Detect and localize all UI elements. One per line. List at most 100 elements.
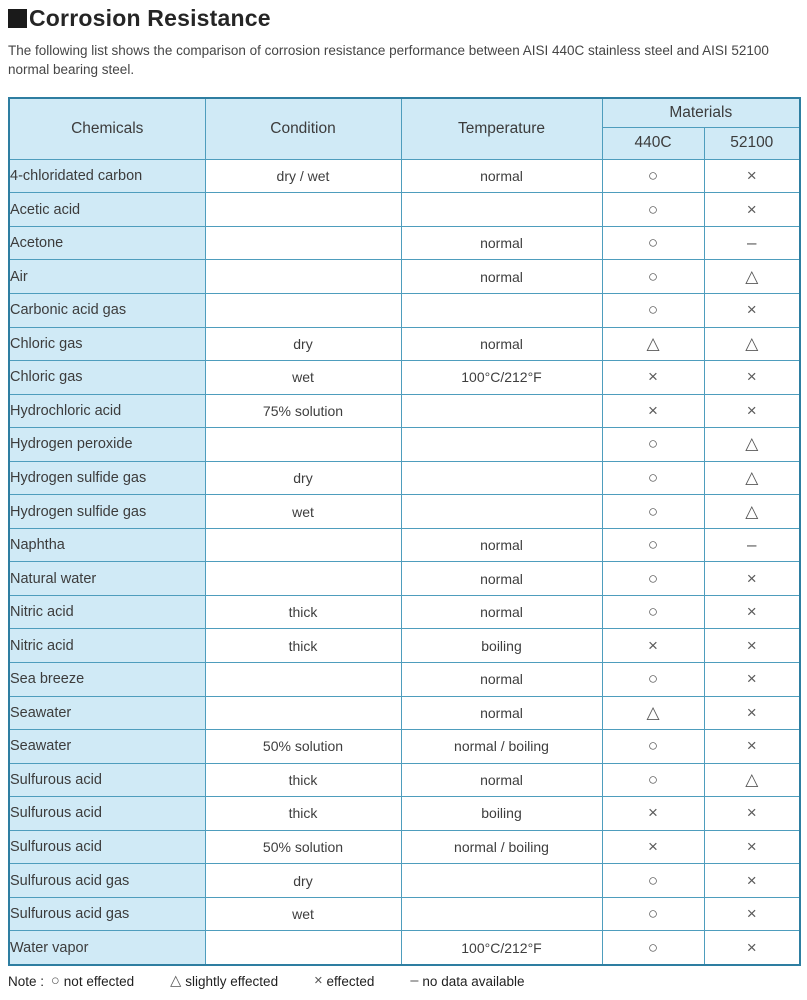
cell-rating-440c: × (601, 829, 705, 865)
cell-chemical: Hydrochloric acid (8, 393, 206, 429)
page-title-row: Corrosion Resistance (8, 5, 799, 32)
cell-chemical: 4-chloridated carbon (8, 158, 206, 194)
table-row: Acetic acid ○ × (8, 192, 801, 227)
cell-chemical: Nitric acid (8, 628, 206, 664)
cell-rating-52100: △ (703, 326, 801, 362)
cell-condition (204, 662, 402, 697)
cell-condition (204, 527, 402, 563)
note-item: – no data available (410, 973, 524, 989)
cell-rating-440c: × (601, 628, 705, 664)
cell-rating-52100: × (703, 628, 801, 664)
cell-chemical: Sulfurous acid (8, 796, 206, 831)
cell-chemical: Nitric acid (8, 594, 206, 630)
legend-symbol-icon: × (314, 973, 323, 990)
table-row: Sulfurous acid 50% solution normal / boili… (8, 829, 801, 865)
cell-rating-52100: × (703, 561, 801, 596)
cell-temperature: normal (400, 662, 603, 697)
cell-condition (204, 293, 402, 328)
cell-condition (204, 225, 402, 261)
legend-text: effected (326, 973, 375, 989)
cell-rating-440c: ○ (601, 460, 705, 496)
cell-temperature: normal (400, 762, 603, 798)
cell-rating-52100: × (703, 829, 801, 865)
cell-condition: 50% solution (204, 729, 402, 764)
table-row: 4-chloridated carbon dry / wet normal ○ × (8, 158, 801, 194)
cell-rating-440c: ○ (601, 561, 705, 596)
cell-chemical: Air (8, 259, 206, 294)
cell-rating-440c: ○ (601, 896, 705, 932)
table-row: Natural water normal ○ × (8, 561, 801, 596)
cell-condition: wet (204, 494, 402, 529)
cell-temperature: normal (400, 561, 603, 596)
cell-temperature (400, 192, 603, 227)
cell-rating-440c: × (601, 360, 705, 395)
cell-rating-52100: △ (703, 494, 801, 529)
note-item: ○ not effected (51, 973, 134, 989)
cell-chemical: Hydrogen sulfide gas (8, 460, 206, 496)
cell-condition: dry (204, 863, 402, 898)
cell-rating-52100: – (703, 527, 801, 563)
cell-rating-440c: ○ (601, 729, 705, 764)
cell-condition (204, 259, 402, 294)
table-row: Hydrogen sulfide gas wet ○ △ (8, 494, 801, 529)
cell-temperature (400, 896, 603, 932)
cell-temperature: normal (400, 527, 603, 563)
cell-condition (204, 695, 402, 731)
cell-condition (204, 427, 402, 462)
cell-chemical: Chloric gas (8, 360, 206, 395)
cell-chemical: Seawater (8, 729, 206, 764)
cell-temperature (400, 427, 603, 462)
table-row: Nitric acid thick boiling × × (8, 628, 801, 664)
cell-temperature: normal (400, 326, 603, 362)
table-row: Chloric gas wet 100°C/212°F × × (8, 360, 801, 395)
cell-temperature: normal / boiling (400, 829, 603, 865)
cell-rating-52100: × (703, 930, 801, 966)
cell-rating-440c: ○ (601, 259, 705, 294)
cell-chemical: Water vapor (8, 930, 206, 966)
cell-condition (204, 561, 402, 596)
cell-rating-52100: △ (703, 460, 801, 496)
cell-chemical: Seawater (8, 695, 206, 731)
cell-condition (204, 192, 402, 227)
cell-rating-440c: ○ (601, 158, 705, 194)
cell-temperature (400, 393, 603, 429)
legend-symbol-icon: △ (170, 973, 182, 990)
table-row: Hydrogen peroxide ○ △ (8, 427, 801, 462)
header-material-52100: 52100 (703, 126, 801, 160)
cell-rating-52100: × (703, 192, 801, 227)
cell-rating-440c: × (601, 393, 705, 429)
cell-rating-52100: × (703, 594, 801, 630)
cell-rating-52100: × (703, 896, 801, 932)
cell-condition: dry (204, 326, 402, 362)
cell-chemical: Carbonic acid gas (8, 293, 206, 328)
cell-rating-52100: × (703, 158, 801, 194)
table-row: Acetone normal ○ – (8, 225, 801, 261)
cell-rating-440c: ○ (601, 225, 705, 261)
cell-rating-440c: △ (601, 326, 705, 362)
cell-temperature (400, 494, 603, 529)
cell-temperature: boiling (400, 628, 603, 664)
cell-rating-52100: × (703, 796, 801, 831)
header-materials: Materials (601, 97, 801, 128)
cell-rating-440c: ○ (601, 427, 705, 462)
cell-condition: thick (204, 762, 402, 798)
cell-temperature: normal (400, 158, 603, 194)
cell-rating-52100: × (703, 293, 801, 328)
cell-rating-440c: ○ (601, 594, 705, 630)
legend-symbol-icon: – (410, 973, 419, 990)
cell-rating-52100: × (703, 393, 801, 429)
table-row: Sea breeze normal ○ × (8, 662, 801, 697)
table-row: Water vapor 100°C/212°F ○ × (8, 930, 801, 966)
cell-rating-440c: ○ (601, 662, 705, 697)
cell-temperature: boiling (400, 796, 603, 831)
cell-temperature: normal (400, 594, 603, 630)
cell-rating-440c: ○ (601, 494, 705, 529)
header-chemicals: Chemicals (8, 97, 206, 160)
cell-condition: dry (204, 460, 402, 496)
title-square-icon (8, 9, 27, 28)
cell-chemical: Naphtha (8, 527, 206, 563)
page-subtitle: The following list shows the comparison … (8, 43, 769, 78)
cell-chemical: Acetic acid (8, 192, 206, 227)
cell-chemical: Hydrogen sulfide gas (8, 494, 206, 529)
